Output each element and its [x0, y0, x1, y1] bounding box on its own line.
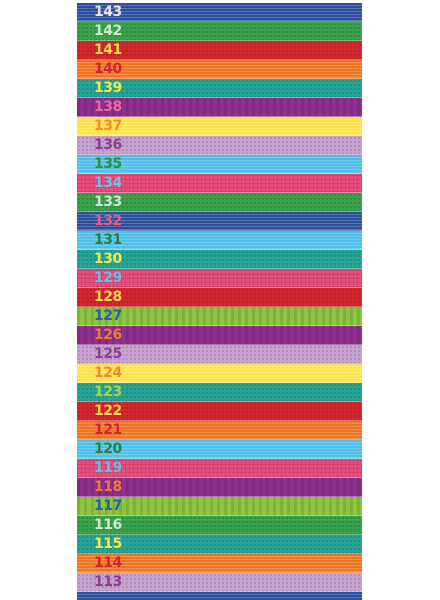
band-label: 143: [94, 4, 122, 20]
band-label: 113: [94, 574, 122, 590]
band-label: 120: [94, 441, 122, 457]
band-134: 134: [77, 174, 362, 193]
band-label: 140: [94, 61, 122, 77]
band-132: 132: [77, 212, 362, 231]
band-label: 118: [94, 479, 122, 495]
band-label: 133: [94, 194, 122, 210]
band-126: 126: [77, 326, 362, 345]
band-label: 116: [94, 517, 122, 533]
band-label: 139: [94, 80, 122, 96]
band-label: 126: [94, 327, 122, 343]
band-130: 130: [77, 250, 362, 269]
band-121: 121: [77, 421, 362, 440]
band-label: 130: [94, 251, 122, 267]
band-142: 142: [77, 22, 362, 41]
band-127: 127: [77, 307, 362, 326]
band-label: 127: [94, 308, 122, 324]
band-label: 125: [94, 346, 122, 362]
band-label: 128: [94, 289, 122, 305]
band-label: 135: [94, 156, 122, 172]
band-122: 122: [77, 402, 362, 421]
band-label: 115: [94, 536, 122, 552]
band-114: 114: [77, 554, 362, 573]
band-label: 131: [94, 232, 122, 248]
band-113: 113: [77, 573, 362, 592]
band-136: 136: [77, 136, 362, 155]
band-128: 128: [77, 288, 362, 307]
band-124: 124: [77, 364, 362, 383]
band-label: 122: [94, 403, 122, 419]
band-135: 135: [77, 155, 362, 174]
growth-chart: 143 142 141 140 139 138 137 136 135 134 133 132 131 1…: [77, 0, 362, 600]
band-label: 137: [94, 118, 122, 134]
band-label: 121: [94, 422, 122, 438]
band-141: 141: [77, 41, 362, 60]
band-label: 123: [94, 384, 122, 400]
band-label: 119: [94, 460, 122, 476]
band-label: 114: [94, 555, 122, 571]
band-129: 129: [77, 269, 362, 288]
band-label: 117: [94, 498, 122, 514]
band-label: 142: [94, 23, 122, 39]
band-label: 134: [94, 175, 122, 191]
band-label: 138: [94, 99, 122, 115]
band-125: 125: [77, 345, 362, 364]
band-label: 141: [94, 42, 122, 58]
band-label: 124: [94, 365, 122, 381]
band-label: 132: [94, 213, 122, 229]
band-label: 129: [94, 270, 122, 286]
band-117: 117: [77, 497, 362, 516]
band-120: 120: [77, 440, 362, 459]
band-139: 139: [77, 79, 362, 98]
band-133: 133: [77, 193, 362, 212]
band-143: 143: [77, 3, 362, 22]
band-label: 136: [94, 137, 122, 153]
band-115: 115: [77, 535, 362, 554]
band-118: 118: [77, 478, 362, 497]
band-116: 116: [77, 516, 362, 535]
band-131: 131: [77, 231, 362, 250]
band-138: 138: [77, 98, 362, 117]
band-140: 140: [77, 60, 362, 79]
band-123: 123: [77, 383, 362, 402]
band-partial: [77, 592, 362, 600]
band-137: 137: [77, 117, 362, 136]
band-119: 119: [77, 459, 362, 478]
